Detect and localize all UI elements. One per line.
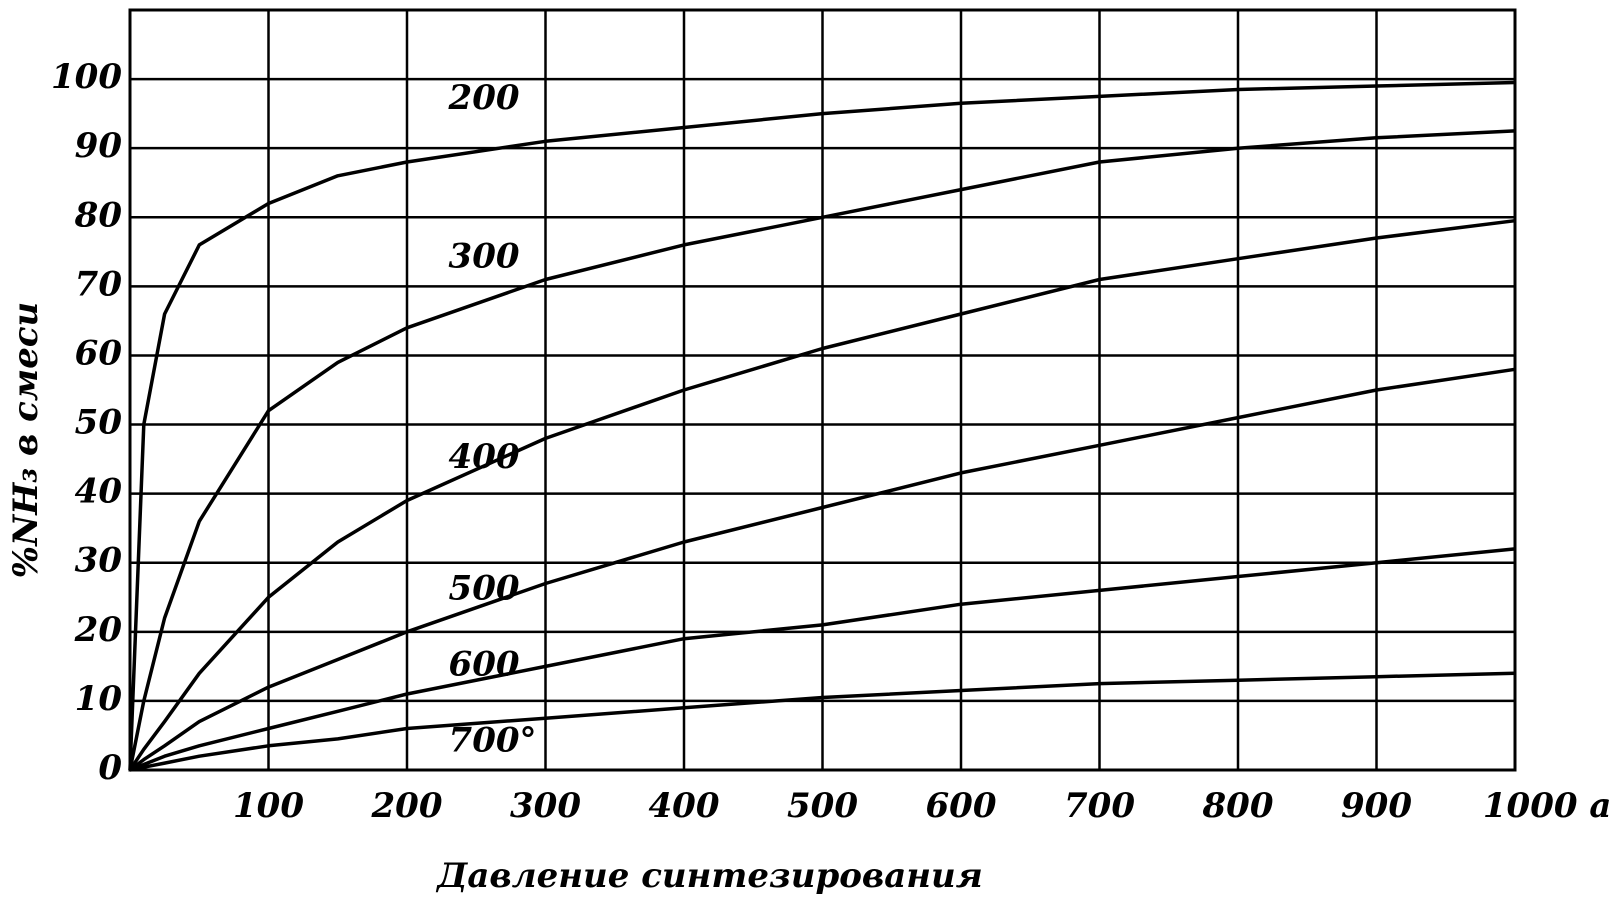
curve-label: 700° (449, 720, 537, 760)
x-tick-label: 100 (233, 786, 304, 826)
curve-label: 200 (448, 78, 520, 118)
curve (128, 218, 1516, 771)
curve (129, 671, 1516, 772)
curve (128, 129, 1516, 771)
x-tick-label: 500 (787, 786, 858, 826)
x-tick-label: 200 (371, 786, 443, 826)
x-tick-label: 400 (649, 786, 720, 826)
curve-label: 600 (449, 644, 520, 684)
y-tick-label: 10 (75, 679, 123, 719)
y-tick-label: 100 (51, 57, 122, 97)
x-tick-label: 800 (1202, 786, 1274, 826)
y-tick-label: 70 (75, 264, 123, 304)
y-tick-label: 50 (75, 403, 123, 443)
x-axis-label: Давление синтезирования (435, 856, 983, 896)
x-tick-label: 1000 at (1483, 786, 1612, 826)
y-tick-label: 80 (74, 195, 123, 235)
curve-label: 300 (449, 237, 520, 277)
y-tick-label: 30 (75, 541, 123, 581)
curve-label: 400 (449, 437, 520, 477)
x-tick-label: 700 (1064, 786, 1135, 826)
curve (128, 367, 1516, 772)
y-tick-label: 60 (75, 333, 123, 373)
x-tick-label: 600 (926, 786, 997, 826)
curve (128, 80, 1516, 771)
y-tick-label: 0 (98, 748, 122, 788)
y-tick-label: 20 (74, 610, 123, 650)
y-tick-label: 40 (75, 472, 123, 512)
y-tick-label: 90 (75, 126, 123, 166)
y-axis-label: %NH₃ в смеси (6, 302, 46, 578)
x-tick-label: 900 (1341, 786, 1412, 826)
x-tick-label: 300 (510, 786, 581, 826)
curve (129, 547, 1516, 772)
curve-label: 500 (449, 568, 520, 608)
